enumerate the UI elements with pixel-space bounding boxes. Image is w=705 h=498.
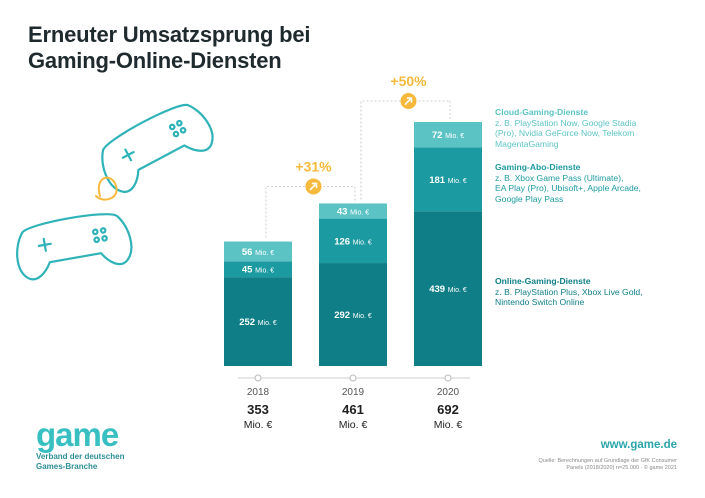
- data-label: 439 Mio. €: [429, 284, 467, 295]
- x-axis-tick: [254, 374, 262, 382]
- total-unit-label: Mio. €: [434, 419, 463, 431]
- x-tick-label: 2018: [247, 387, 270, 398]
- bar-segment: [414, 211, 482, 366]
- title-line-2: Gaming-Online-Diensten: [28, 48, 282, 73]
- data-label: 43 Mio. €: [337, 207, 369, 218]
- total-value-label: 692: [437, 402, 459, 417]
- legend-abo-line: z. B. Xbox Game Pass (Ultimate),: [495, 172, 624, 183]
- legend-online-line: Nintendo Switch Online: [495, 297, 585, 307]
- data-label: 181 Mio. €: [429, 175, 467, 186]
- data-label: 252 Mio. €: [239, 317, 277, 328]
- growth-connector: [265, 185, 355, 238]
- game-logo: game: [36, 416, 119, 453]
- legend-abo-line: Google Play Pass: [495, 193, 564, 204]
- game-brand: game Verband der deutschen Games-Branche: [36, 418, 124, 472]
- legend-online-line: z. B. PlayStation Plus, Xbox Live Gold,: [495, 286, 643, 297]
- source-line-2: Panels (2018/2020) n=25.000 · © game 202…: [566, 465, 677, 471]
- growth-arrow-icon: [309, 182, 318, 191]
- legend-abo: Gaming-Abo-Dienste z. B. Xbox Game Pass …: [495, 162, 641, 204]
- legend-cloud-line: z. B. PlayStation Now, Google Stadia: [495, 117, 637, 128]
- game-controllers-icon: [16, 103, 214, 281]
- legend-abo-line: EA Play (Pro), Ubisoft+, Apple Arcade,: [495, 183, 641, 193]
- brand-line-2: Games-Branche: [36, 462, 98, 471]
- bar-segment: [414, 147, 482, 212]
- bar-segment: [319, 263, 387, 366]
- data-label: 292 Mio. €: [334, 310, 372, 321]
- bar-segment: [224, 277, 292, 366]
- source-line-1: Quelle: Berechnungen auf Grundlage der G…: [538, 458, 678, 464]
- x-axis-tick: [444, 374, 452, 382]
- chart-title: Erneuter Umsatzsprung bei Gaming-Online-…: [28, 22, 310, 74]
- bar-segment: [224, 241, 292, 262]
- bar-segment: [224, 261, 292, 278]
- legend-cloud-line: MagentaGaming: [495, 138, 559, 149]
- x-tick-label: 2019: [342, 387, 365, 398]
- bar-segment: [414, 122, 482, 148]
- bar-segment: [319, 218, 387, 264]
- legend-cloud-title: Cloud-Gaming-Dienste: [495, 107, 589, 117]
- x-axis-tick: [349, 374, 357, 382]
- growth-arrow-icon: [404, 97, 413, 105]
- data-label: 45 Mio. €: [242, 265, 274, 276]
- total-value-label: 461: [342, 402, 364, 417]
- total-value-label: 353: [247, 402, 269, 417]
- bar-segment: [319, 203, 387, 219]
- data-label: 72 Mio. €: [432, 130, 464, 141]
- title-line-1: Erneuter Umsatzsprung bei: [28, 22, 311, 47]
- growth-connector: [360, 100, 450, 200]
- total-unit-label: Mio. €: [244, 419, 273, 431]
- brand-line-1: Verband der deutschen: [36, 452, 125, 461]
- legend-cloud: Cloud-Gaming-Dienste z. B. PlayStation N…: [495, 107, 636, 149]
- growth-label: +31%: [295, 158, 332, 174]
- data-label: 126 Mio. €: [334, 236, 372, 247]
- legend-abo-title: Gaming-Abo-Dienste: [495, 162, 581, 172]
- x-tick-label: 2020: [437, 387, 460, 398]
- source-note: Quelle: Berechnungen auf Grundlage der G…: [477, 458, 678, 472]
- total-unit-label: Mio. €: [339, 419, 368, 431]
- data-label: 56 Mio. €: [242, 247, 274, 258]
- legend-online: Online-Gaming-Dienste z. B. PlayStation …: [495, 276, 643, 308]
- website-link[interactable]: www.game.de: [600, 439, 677, 451]
- legend-online-title: Online-Gaming-Dienste: [495, 276, 591, 286]
- legend-cloud-line: (Pro), Nvidia GeForce Now, Telekom: [495, 128, 635, 138]
- growth-label: +50%: [390, 73, 427, 89]
